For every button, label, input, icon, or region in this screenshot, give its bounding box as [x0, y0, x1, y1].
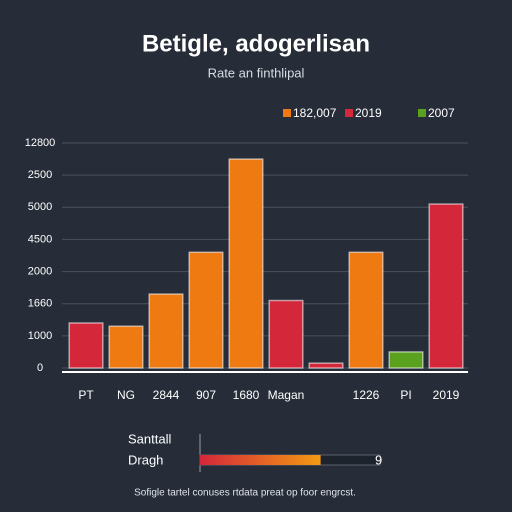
chart-title: Betigle, adogerlisan: [142, 30, 370, 57]
legend-label: 182,007: [293, 106, 337, 120]
bar: [228, 158, 264, 369]
x-tick-label: 2844: [153, 388, 180, 402]
bar: [428, 203, 464, 369]
bar: [388, 351, 424, 369]
y-tick-label: 1660: [28, 298, 52, 310]
x-tick-label: 1226: [353, 388, 380, 402]
legend-swatch: [345, 109, 353, 117]
bar: [108, 325, 144, 369]
x-tick-label: Magan: [268, 388, 305, 402]
x-tick-label: 2019: [433, 388, 460, 402]
y-tick-label: 4500: [28, 233, 52, 245]
legend-swatch: [418, 109, 426, 117]
bar: [268, 299, 304, 369]
x-tick-label: 907: [196, 388, 216, 402]
y-tick-label: 2000: [28, 265, 52, 277]
legend-label: 2019: [355, 106, 382, 120]
y-tick-label: 0: [37, 362, 43, 374]
legend-label: 2007: [428, 106, 455, 120]
x-tick-label: PI: [400, 388, 411, 402]
slider-label: Dragh: [128, 452, 163, 467]
bar: [148, 293, 184, 369]
y-tick-label: 2500: [28, 169, 52, 181]
slider-label: Santtall: [128, 431, 171, 446]
bar: [308, 362, 344, 369]
legend-swatch: [283, 109, 291, 117]
x-tick-label: NG: [117, 388, 135, 402]
footnote: Sofigle tartel conuses rtdata preat op f…: [134, 488, 356, 499]
slider-value: 9: [375, 452, 382, 467]
bar: [348, 251, 384, 369]
x-tick-label: PT: [78, 388, 94, 402]
x-tick-label: 1680: [233, 388, 260, 402]
slider-fill: [200, 455, 321, 465]
y-tick-label: 12800: [25, 137, 56, 149]
bar: [188, 251, 224, 369]
y-tick-label: 1000: [28, 330, 52, 342]
bar: [68, 322, 104, 369]
y-tick-label: 5000: [28, 201, 52, 213]
chart-subtitle: Rate an finthlipal: [208, 65, 305, 80]
